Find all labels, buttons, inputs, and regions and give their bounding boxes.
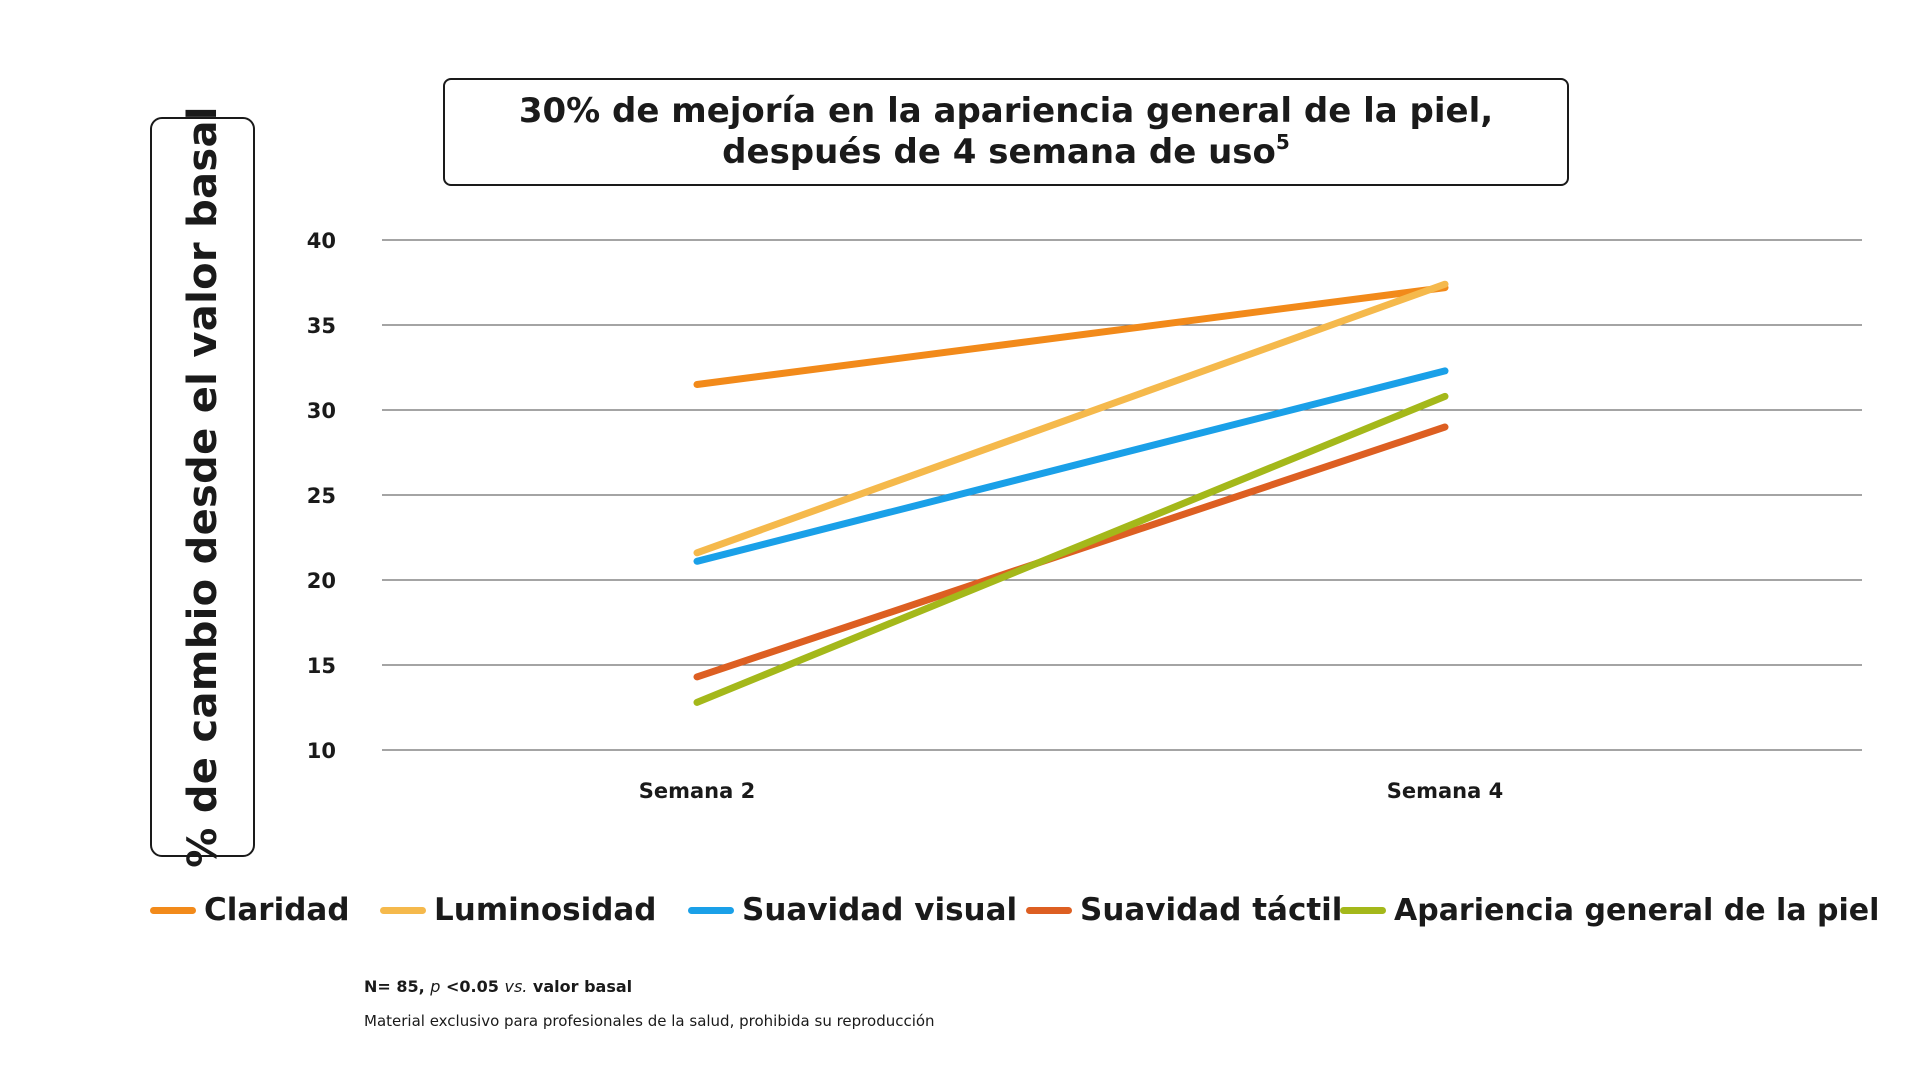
legend-swatch-suavidad-tactil <box>1026 906 1072 914</box>
legend-label-luminosidad: Luminosidad <box>434 892 657 928</box>
y-tick-label-30: 30 <box>307 399 336 423</box>
chart-title-line1: 30% de mejoría en la apariencia general … <box>518 91 1494 131</box>
disclaimer-footnote: Material exclusivo para profesionales de… <box>364 1012 935 1030</box>
legend-swatch-claridad <box>150 906 196 914</box>
y-tick-label-40: 40 <box>307 229 336 253</box>
legend-item-claridad: Claridad <box>150 890 350 930</box>
y-tick-label-35: 35 <box>307 314 336 338</box>
legend-label-apariencia-general: Apariencia general de la piel <box>1394 892 1880 928</box>
series-line-2 <box>693 280 1449 557</box>
y-tick-label-25: 25 <box>307 484 336 508</box>
y-tick-label-20: 20 <box>307 569 336 593</box>
legend-label-suavidad-tactil: Suavidad táctil <box>1080 892 1343 928</box>
legend-item-apariencia-general: Apariencia general de la piel <box>1340 890 1879 930</box>
chart-title: 30% de mejoría en la apariencia general … <box>443 78 1569 186</box>
series-line-5 <box>693 392 1449 706</box>
x-tick-label-2: Semana 4 <box>1387 779 1503 803</box>
legend-swatch-luminosidad <box>380 906 426 914</box>
legend-swatch-suavidad-visual <box>688 906 734 914</box>
stats-footnote: N= 85, p <0.05 vs. valor basal <box>364 977 633 996</box>
y-tick-label-15: 15 <box>307 654 336 678</box>
series-line-1 <box>693 284 1449 388</box>
y-tick-label-10: 10 <box>307 739 336 763</box>
legend-label-claridad: Claridad <box>204 892 350 928</box>
legend-item-suavidad-tactil: Suavidad táctil <box>1026 890 1342 930</box>
series-line-3 <box>693 367 1449 565</box>
y-axis-label-box: % de cambio desde el valor basal <box>150 106 255 868</box>
legend-item-luminosidad: Luminosidad <box>380 890 657 930</box>
chart-title-line2: después de 4 semana de uso5 <box>722 130 1290 172</box>
title-superscript: 5 <box>1275 130 1290 154</box>
legend-swatch-apariencia-general <box>1340 906 1386 914</box>
x-tick-label-1: Semana 2 <box>639 779 755 803</box>
legend-label-suavidad-visual: Suavidad visual <box>742 892 1018 928</box>
legend-item-suavidad-visual: Suavidad visual <box>688 890 1017 930</box>
